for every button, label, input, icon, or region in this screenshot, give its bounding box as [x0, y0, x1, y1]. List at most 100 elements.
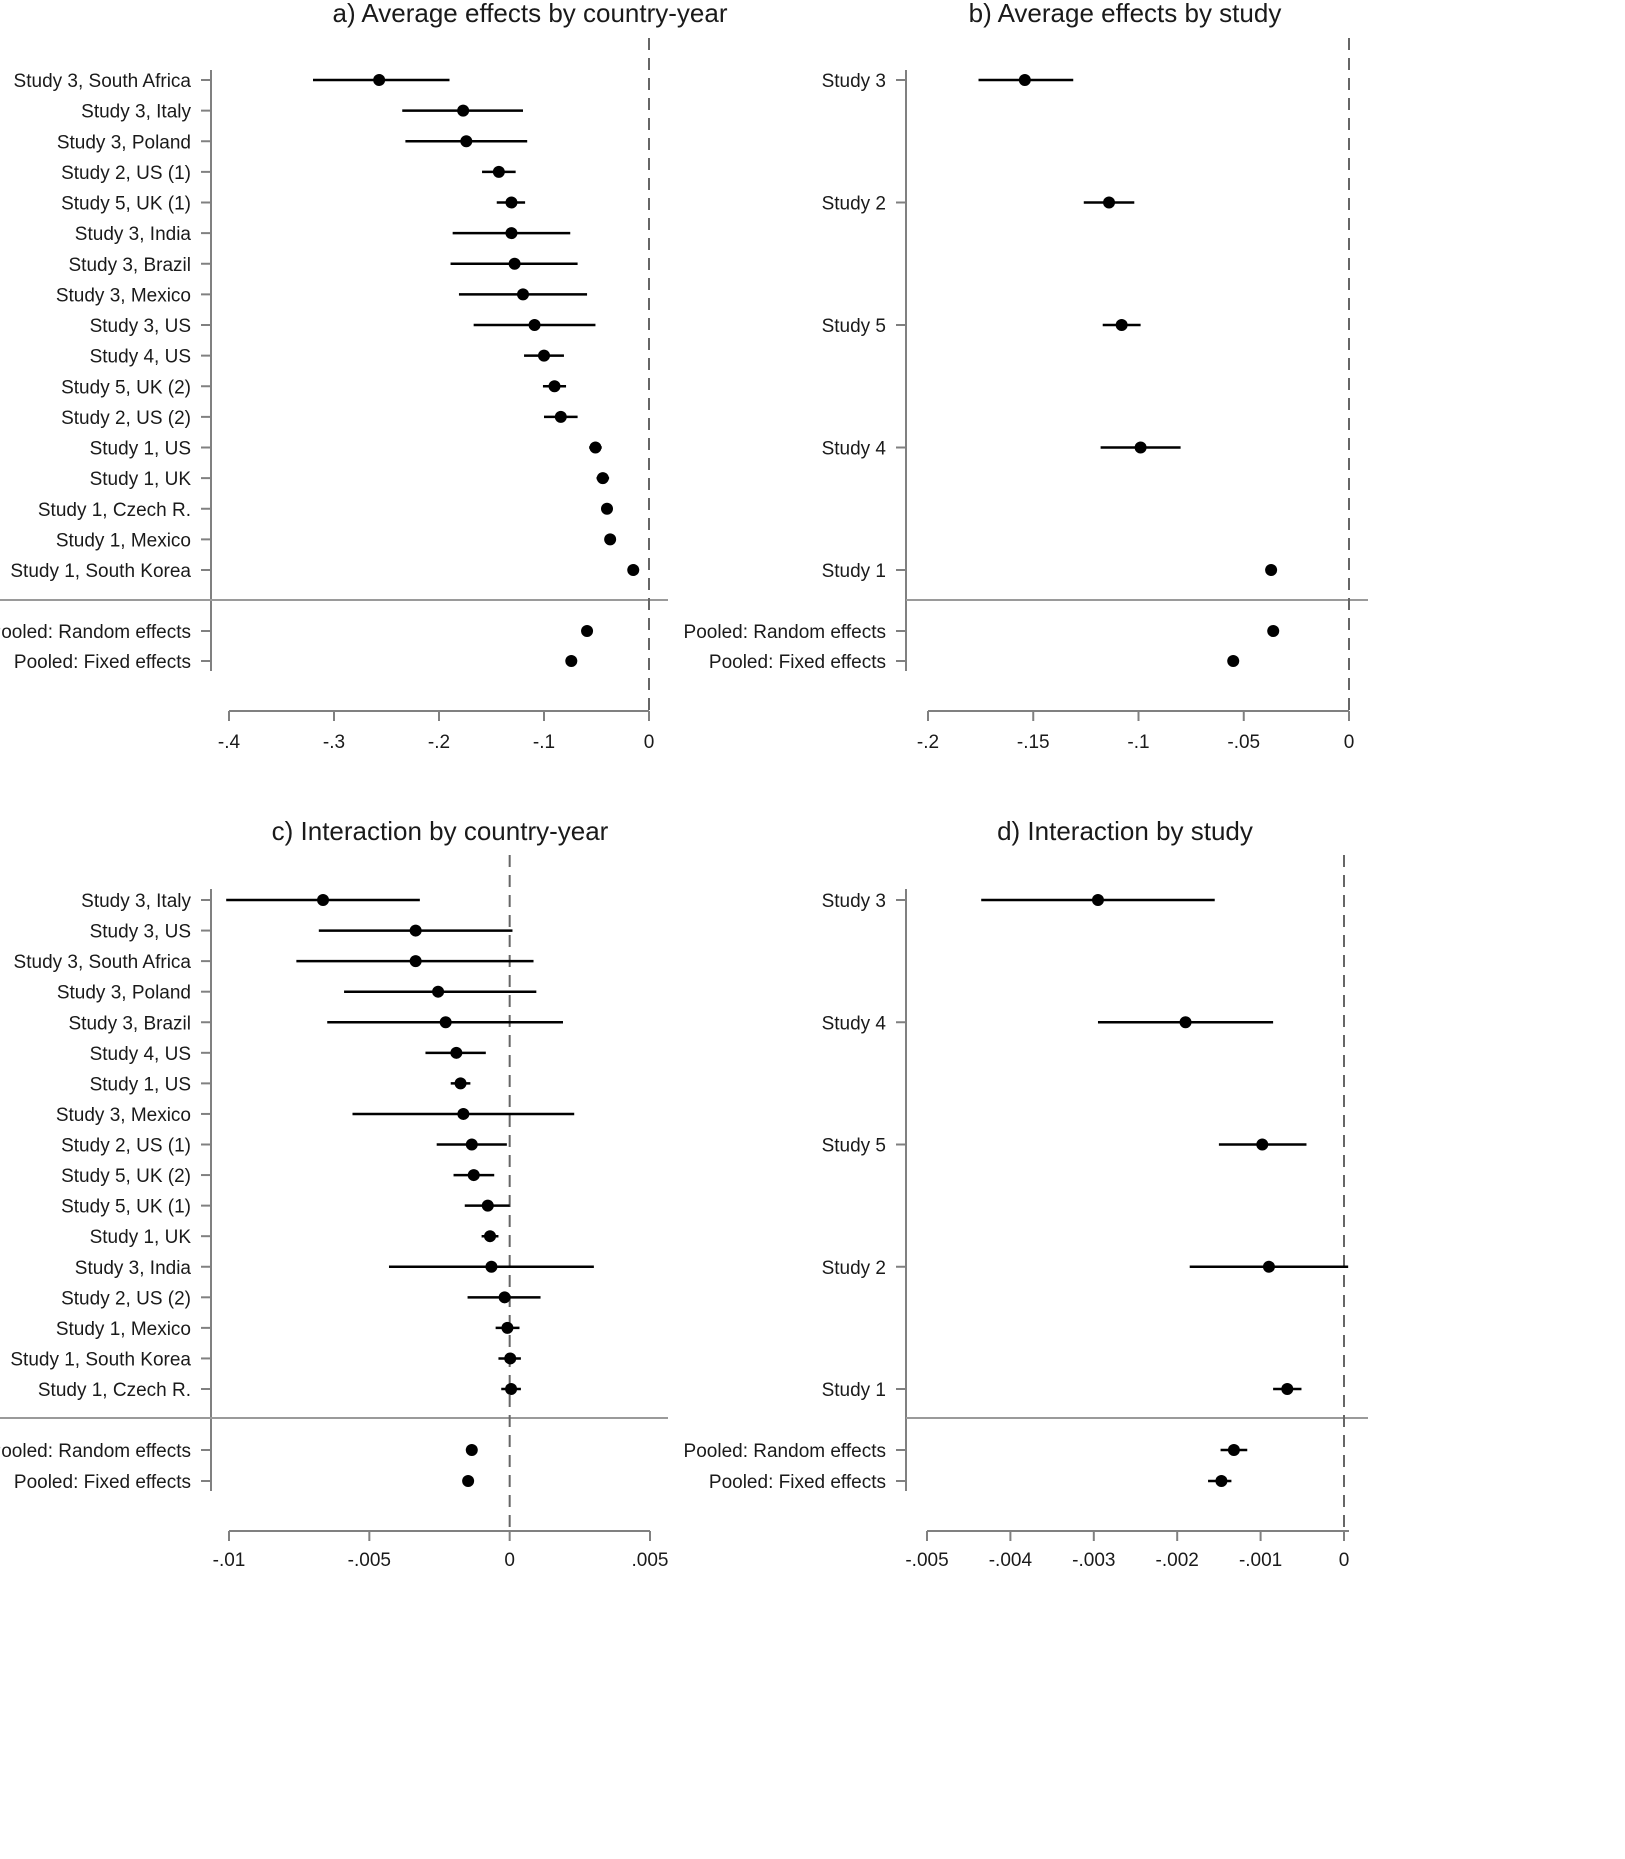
- estimate-label: Study 1, South Korea: [10, 1349, 191, 1370]
- estimate-point: [1265, 564, 1278, 576]
- estimate-label: Study 3, Mexico: [56, 285, 191, 306]
- pooled-label: Pooled: Fixed effects: [14, 1472, 191, 1493]
- estimate-point: [528, 319, 541, 331]
- estimate-label: Study 4: [822, 439, 887, 460]
- estimate-label: Study 1, US: [90, 439, 191, 460]
- pooled-label: Pooled: Fixed effects: [709, 1472, 886, 1493]
- estimate-point: [601, 502, 613, 515]
- estimate-point: [485, 1260, 498, 1273]
- estimate-point: [450, 1046, 463, 1059]
- estimate-point: [1091, 894, 1104, 906]
- estimate-label: Study 3, India: [75, 224, 192, 245]
- estimate-label: Study 1: [822, 1380, 886, 1401]
- estimate-label: Study 5, UK (2): [61, 1166, 191, 1187]
- x-tick-label: -.1: [1127, 732, 1149, 753]
- estimate-label: Study 3, South Africa: [14, 71, 192, 92]
- pooled-label: Pooled: Random effects: [684, 622, 886, 643]
- x-tick-label: -.2: [428, 732, 450, 753]
- estimate-point: [554, 410, 567, 423]
- estimate-point: [317, 894, 330, 906]
- x-tick-label: 0: [1344, 732, 1355, 753]
- estimate-point: [484, 1230, 497, 1243]
- panel-title: c) Interaction by country-year: [272, 816, 609, 846]
- estimate-label: Study 3, US: [90, 316, 191, 337]
- panel-title: d) Interaction by study: [997, 816, 1253, 846]
- estimate-label: Study 4: [822, 1013, 887, 1034]
- estimate-point: [465, 1138, 478, 1151]
- estimate-point: [1103, 196, 1116, 209]
- x-tick-label: -.01: [213, 1550, 246, 1571]
- estimate-point: [1256, 1138, 1269, 1151]
- estimate-point: [538, 349, 550, 362]
- x-tick-label: -.2: [917, 732, 939, 753]
- estimate-label: Study 3, Poland: [57, 983, 191, 1004]
- estimate-label: Study 1, UK: [90, 1227, 192, 1248]
- panel-title: b) Average effects by study: [969, 0, 1282, 28]
- estimate-point: [627, 564, 640, 576]
- estimate-point: [467, 1169, 480, 1182]
- estimate-point: [481, 1199, 494, 1212]
- estimate-point: [1262, 1260, 1275, 1273]
- estimate-label: Study 5, UK (2): [61, 377, 191, 398]
- estimate-label: Study 2: [822, 1258, 886, 1279]
- estimate-point: [373, 74, 386, 86]
- estimate-label: Study 2, US (2): [61, 408, 191, 429]
- x-tick-label: 0: [504, 1550, 515, 1571]
- panel-b-study-effects: b) Average effects by study -.2 -.15 -.1 -.0…: [684, 0, 1368, 753]
- estimate-point: [439, 1016, 452, 1029]
- pooled-point: [465, 1444, 478, 1456]
- estimate-point: [1018, 74, 1031, 86]
- pooled-label: Pooled: Random effects: [684, 1441, 886, 1462]
- estimate-label: Study 5: [822, 316, 886, 337]
- panel-a-country-year-effects: a) Average effects by country-year -.4 -.3…: [0, 0, 728, 753]
- x-tick-label: -.002: [1156, 1550, 1199, 1571]
- estimate-label: Study 3, South Africa: [14, 952, 192, 973]
- estimate-label: Study 3, India: [75, 1258, 192, 1279]
- x-tick-label: -.005: [348, 1550, 391, 1571]
- pooled-label: Pooled: Random effects: [0, 1441, 191, 1462]
- estimate-label: Study 1, US: [90, 1074, 191, 1095]
- x-tick-label: -.1: [533, 732, 555, 753]
- estimate-point: [409, 955, 422, 968]
- estimate-point: [505, 1383, 518, 1395]
- estimate-point: [1281, 1383, 1294, 1395]
- estimate-label: Study 3, Brazil: [69, 255, 192, 276]
- estimate-point: [1179, 1016, 1192, 1029]
- estimate-label: Study 3, Italy: [81, 891, 191, 912]
- x-tick-label: -.3: [323, 732, 345, 753]
- estimate-point: [460, 135, 473, 148]
- pooled-point: [462, 1475, 475, 1487]
- x-tick-label: -.001: [1239, 1550, 1282, 1571]
- pooled-label: Pooled: Fixed effects: [709, 652, 886, 673]
- x-tick-label: 0: [1339, 1550, 1350, 1571]
- panel-d-study-interaction: d) Interaction by study -.005 -.004 -.003 -.…: [684, 816, 1368, 1571]
- x-tick-label: -.003: [1072, 1550, 1115, 1571]
- estimate-label: Study 1, Czech R.: [38, 500, 191, 521]
- x-tick-label: .005: [632, 1550, 669, 1571]
- estimate-point: [409, 924, 422, 937]
- estimate-label: Study 1: [822, 561, 886, 582]
- pooled-label: Pooled: Random effects: [0, 622, 191, 643]
- estimate-label: Study 5: [822, 1136, 886, 1157]
- estimate-point: [457, 1107, 470, 1120]
- estimate-point: [1134, 441, 1147, 454]
- x-tick-label: -.15: [1017, 732, 1050, 753]
- estimate-point: [604, 533, 617, 546]
- estimate-point: [457, 104, 470, 117]
- estimate-label: Study 3: [822, 891, 886, 912]
- pooled-point: [581, 625, 594, 637]
- estimate-point: [508, 257, 521, 270]
- estimate-label: Study 3, Mexico: [56, 1105, 191, 1126]
- pooled-point: [565, 655, 578, 667]
- x-tick-label: -.4: [218, 732, 241, 753]
- estimate-point: [498, 1291, 511, 1304]
- estimate-label: Study 1, UK: [90, 469, 192, 490]
- estimate-label: Study 3: [822, 71, 886, 92]
- estimate-label: Study 3, Brazil: [69, 1013, 192, 1034]
- estimate-label: Study 2: [822, 194, 886, 215]
- estimate-label: Study 1, Mexico: [56, 1319, 191, 1340]
- estimate-point: [596, 472, 609, 485]
- estimate-label: Study 5, UK (1): [61, 1197, 191, 1218]
- x-tick-label: 0: [644, 732, 655, 753]
